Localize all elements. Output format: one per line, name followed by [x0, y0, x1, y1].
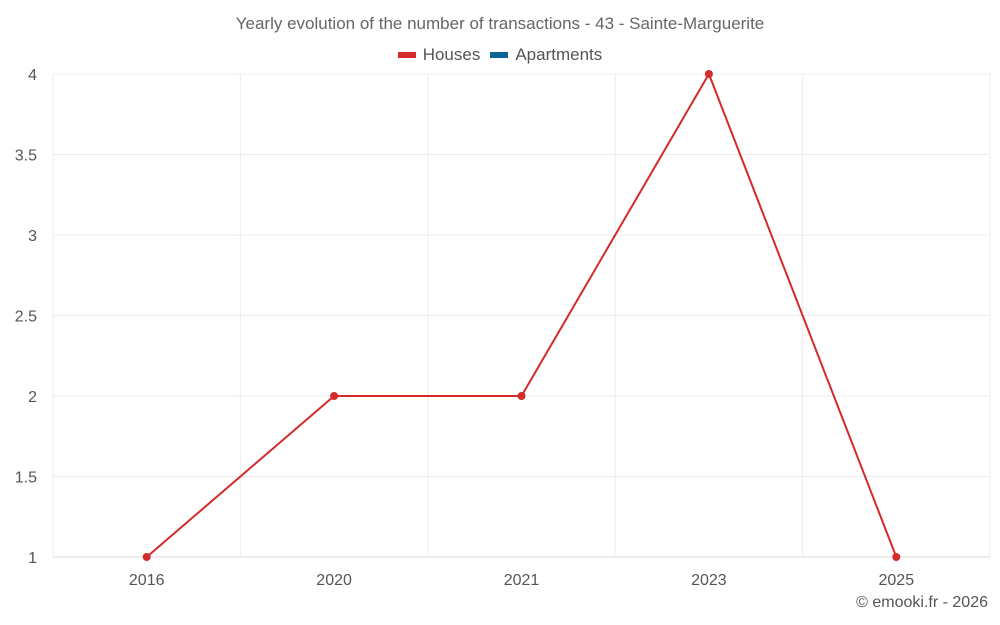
y-tick-label: 3.5 [15, 148, 37, 165]
data-point [892, 553, 901, 561]
legend-item-houses[interactable]: Houses [397, 45, 481, 65]
x-tick-label: 2025 [879, 572, 915, 589]
legend-swatch-apartments [490, 52, 509, 58]
x-axis: 2016 2020 2021 2023 2025 [129, 572, 914, 589]
legend-label-houses: Houses [422, 45, 481, 64]
chart-title: Yearly evolution of the number of transa… [235, 14, 765, 33]
x-tick-label: 2021 [504, 572, 540, 589]
data-point [704, 70, 713, 78]
y-tick-label: 4 [28, 67, 37, 84]
y-tick-label: 1.5 [15, 470, 37, 487]
y-axis: 1 1.5 2 2.5 3 3.5 4 [15, 67, 37, 567]
data-point [142, 553, 151, 561]
legend-label-apartments: Apartments [515, 45, 603, 64]
legend-item-apartments[interactable]: Apartments [490, 45, 602, 65]
legend: Houses Apartments [0, 45, 1000, 65]
x-tick-label: 2016 [129, 572, 165, 589]
legend-swatch-houses [397, 52, 416, 58]
y-tick-label: 1 [28, 550, 37, 567]
x-tick-label: 2020 [316, 572, 352, 589]
x-tick-label: 2023 [691, 572, 727, 589]
series-layer [142, 70, 901, 561]
credit: © emooki.fr - 2026 [856, 594, 988, 611]
y-tick-label: 3 [28, 228, 37, 245]
data-point [330, 392, 339, 400]
data-point [517, 392, 526, 400]
y-tick-label: 2 [28, 389, 37, 406]
y-tick-label: 2.5 [15, 309, 37, 326]
grid [52, 73, 991, 558]
